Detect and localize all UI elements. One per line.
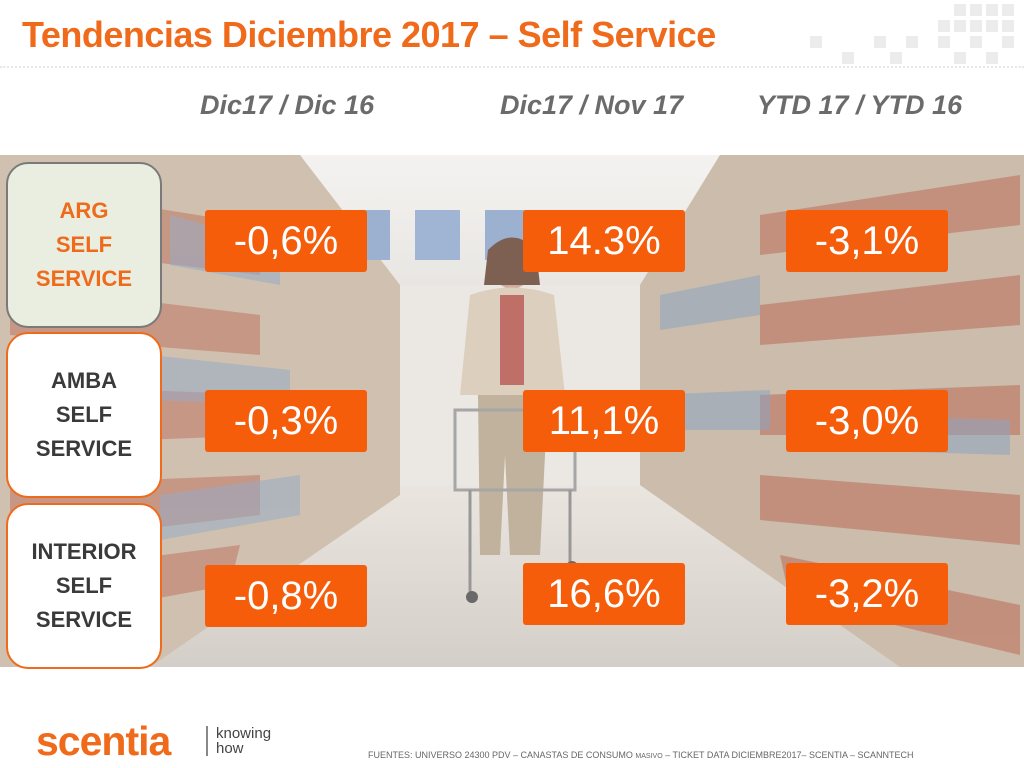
value-amba-dic17-nov17: 11,1% <box>523 390 685 452</box>
value-amba-dic17-dic16: -0,3% <box>205 390 367 452</box>
title-divider <box>0 66 1024 68</box>
logo-separator <box>206 726 208 756</box>
row-label-interior-self-service: INTERIOR SELF SERVICE <box>6 503 162 669</box>
value-amba-ytd17-ytd16: -3,0% <box>786 390 948 452</box>
value-arg-dic17-dic16: -0,6% <box>205 210 367 272</box>
page-title: Tendencias Diciembre 2017 – Self Service <box>22 14 716 55</box>
value-interior-ytd17-ytd16: -3,2% <box>786 563 948 625</box>
decorative-squares <box>804 0 1024 80</box>
logo-tagline: knowing how <box>216 725 272 757</box>
row-label-text: INTERIOR SELF SERVICE <box>31 539 137 632</box>
value-arg-dic17-nov17: 14.3% <box>523 210 685 272</box>
column-header-dic17-dic16: Dic17 / Dic 16 <box>200 90 375 120</box>
value-arg-ytd17-ytd16: -3,1% <box>786 210 948 272</box>
value-interior-dic17-nov17: 16,6% <box>523 563 685 625</box>
sources-text-end: – TICKET DATA DICIEMBRE2017– SCENTIA – S… <box>662 750 914 760</box>
value-interior-dic17-dic16: -0,8% <box>205 565 367 627</box>
row-label-arg-self-service: ARG SELF SERVICE <box>6 162 162 328</box>
sources-text-small: MASIVO <box>635 753 663 760</box>
scentia-logo: scentia <box>36 718 171 764</box>
sources-footnote: FUENTES: UNIVERSO 24300 PDV – CANASTAS D… <box>368 750 914 760</box>
sources-text-start: FUENTES: UNIVERSO 24300 PDV – CANASTAS D… <box>368 750 636 760</box>
row-label-text: ARG SELF SERVICE <box>35 198 133 291</box>
row-label-text: AMBA SELF SERVICE <box>35 368 133 461</box>
row-label-amba-self-service: AMBA SELF SERVICE <box>6 332 162 498</box>
column-header-ytd17-ytd16: YTD 17 / YTD 16 <box>757 90 963 120</box>
column-header-dic17-nov17: Dic17 / Nov 17 <box>500 90 684 120</box>
